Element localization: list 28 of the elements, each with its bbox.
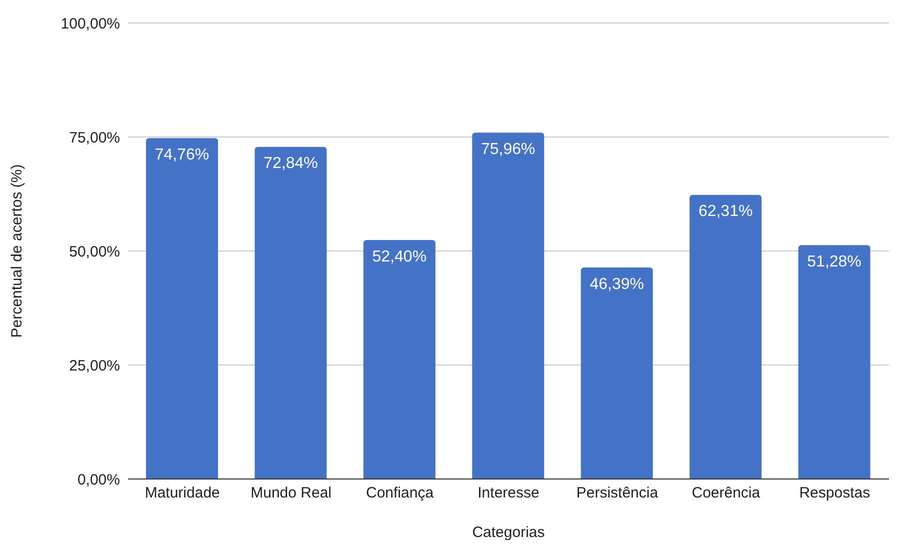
y-tick-label: 100,00% <box>60 15 120 32</box>
bar <box>363 240 436 479</box>
y-tick-label: 25,00% <box>69 357 120 374</box>
data-label: 51,28% <box>807 254 862 271</box>
y-tick-label: 50,00% <box>69 243 120 260</box>
data-label: 46,39% <box>590 276 644 293</box>
y-tick-label: 0,00% <box>77 471 120 488</box>
data-label: 72,84% <box>264 155 318 172</box>
x-tick-label: Mundo Real <box>250 484 332 502</box>
data-label: 62,31% <box>698 203 753 220</box>
x-tick-label: Maturidade <box>144 484 220 502</box>
data-label: 75,96% <box>481 140 536 158</box>
y-tick-label: 75,00% <box>69 129 120 146</box>
bar <box>690 194 762 479</box>
y-axis-title: Percentual de acertos (%) <box>8 164 26 338</box>
bar <box>472 132 544 479</box>
bar <box>254 146 327 479</box>
x-tick-label: Coerência <box>692 484 761 502</box>
data-label: 52,40% <box>372 248 427 266</box>
x-tick-label: Persistência <box>576 484 659 502</box>
x-tick-label: Confiança <box>366 484 434 502</box>
x-tick-label: Respostas <box>799 484 870 502</box>
x-tick-label: Interesse <box>478 484 540 502</box>
bar <box>146 138 218 479</box>
bar <box>798 245 870 479</box>
data-label: 74,76% <box>154 146 210 164</box>
bar <box>580 267 653 479</box>
x-axis-title: Categorias <box>472 524 545 541</box>
